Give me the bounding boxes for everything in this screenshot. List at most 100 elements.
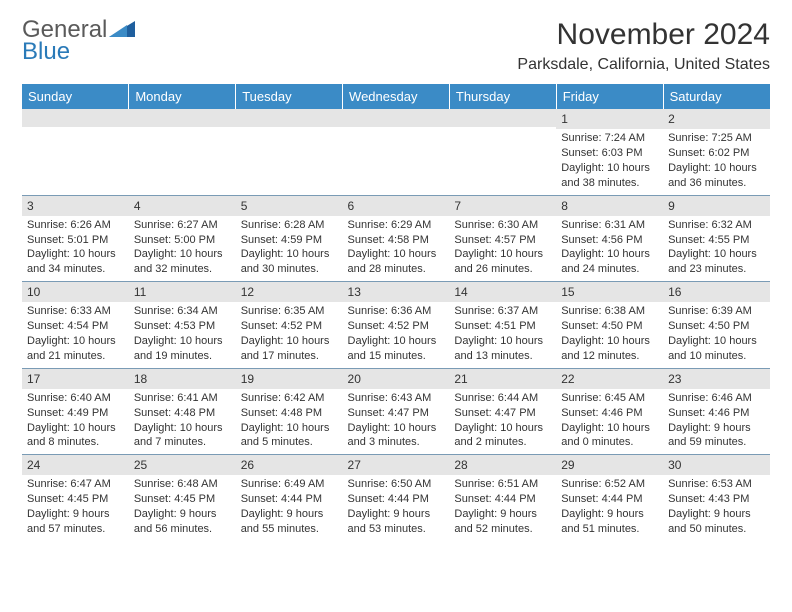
day-details: Sunrise: 6:47 AMSunset: 4:45 PMDaylight:…	[22, 475, 129, 540]
sunrise-text: Sunrise: 7:24 AM	[561, 131, 658, 146]
day-number: 27	[343, 455, 450, 475]
calendar-cell: 25Sunrise: 6:48 AMSunset: 4:45 PMDayligh…	[129, 455, 236, 541]
day-header: Thursday	[449, 84, 556, 109]
calendar-row: 17Sunrise: 6:40 AMSunset: 4:49 PMDayligh…	[22, 368, 770, 455]
calendar-cell: 30Sunrise: 6:53 AMSunset: 4:43 PMDayligh…	[663, 455, 770, 541]
sunset-text: Sunset: 4:45 PM	[134, 492, 231, 507]
day-details: Sunrise: 6:45 AMSunset: 4:46 PMDaylight:…	[556, 389, 663, 454]
day-number: 8	[556, 196, 663, 216]
daylight-text: Daylight: 9 hours and 56 minutes.	[134, 507, 231, 537]
sunrise-text: Sunrise: 6:46 AM	[668, 391, 765, 406]
calendar-cell: 22Sunrise: 6:45 AMSunset: 4:46 PMDayligh…	[556, 368, 663, 455]
calendar-cell: 1Sunrise: 7:24 AMSunset: 6:03 PMDaylight…	[556, 109, 663, 195]
day-number	[22, 109, 129, 127]
day-details: Sunrise: 7:24 AMSunset: 6:03 PMDaylight:…	[556, 129, 663, 194]
day-number: 4	[129, 196, 236, 216]
sunset-text: Sunset: 4:46 PM	[561, 406, 658, 421]
sunrise-text: Sunrise: 6:29 AM	[348, 218, 445, 233]
calendar-cell: 9Sunrise: 6:32 AMSunset: 4:55 PMDaylight…	[663, 195, 770, 282]
calendar-cell: 4Sunrise: 6:27 AMSunset: 5:00 PMDaylight…	[129, 195, 236, 282]
day-number	[236, 109, 343, 127]
daylight-text: Daylight: 10 hours and 2 minutes.	[454, 421, 551, 451]
day-number: 25	[129, 455, 236, 475]
calendar-cell: 16Sunrise: 6:39 AMSunset: 4:50 PMDayligh…	[663, 282, 770, 369]
calendar-cell: 27Sunrise: 6:50 AMSunset: 4:44 PMDayligh…	[343, 455, 450, 541]
day-number: 30	[663, 455, 770, 475]
daylight-text: Daylight: 9 hours and 50 minutes.	[668, 507, 765, 537]
logo-word2: Blue	[22, 40, 135, 64]
day-number: 21	[449, 369, 556, 389]
calendar-row: 24Sunrise: 6:47 AMSunset: 4:45 PMDayligh…	[22, 455, 770, 541]
sunrise-text: Sunrise: 6:50 AM	[348, 477, 445, 492]
sunset-text: Sunset: 4:48 PM	[241, 406, 338, 421]
sunrise-text: Sunrise: 6:52 AM	[561, 477, 658, 492]
day-details: Sunrise: 6:32 AMSunset: 4:55 PMDaylight:…	[663, 216, 770, 281]
daylight-text: Daylight: 10 hours and 7 minutes.	[134, 421, 231, 451]
day-number: 18	[129, 369, 236, 389]
day-header: Monday	[129, 84, 236, 109]
daylight-text: Daylight: 10 hours and 32 minutes.	[134, 247, 231, 277]
daylight-text: Daylight: 10 hours and 21 minutes.	[27, 334, 124, 364]
day-details: Sunrise: 6:34 AMSunset: 4:53 PMDaylight:…	[129, 302, 236, 367]
sunrise-text: Sunrise: 6:39 AM	[668, 304, 765, 319]
day-number	[129, 109, 236, 127]
day-details: Sunrise: 6:42 AMSunset: 4:48 PMDaylight:…	[236, 389, 343, 454]
day-details: Sunrise: 6:31 AMSunset: 4:56 PMDaylight:…	[556, 216, 663, 281]
day-number: 17	[22, 369, 129, 389]
day-header: Friday	[556, 84, 663, 109]
logo-triangle-icon	[109, 21, 135, 37]
daylight-text: Daylight: 10 hours and 30 minutes.	[241, 247, 338, 277]
day-number: 23	[663, 369, 770, 389]
daylight-text: Daylight: 10 hours and 8 minutes.	[27, 421, 124, 451]
sunrise-text: Sunrise: 6:37 AM	[454, 304, 551, 319]
calendar-cell: 14Sunrise: 6:37 AMSunset: 4:51 PMDayligh…	[449, 282, 556, 369]
sunset-text: Sunset: 4:50 PM	[668, 319, 765, 334]
day-number: 3	[22, 196, 129, 216]
day-details: Sunrise: 6:39 AMSunset: 4:50 PMDaylight:…	[663, 302, 770, 367]
daylight-text: Daylight: 10 hours and 38 minutes.	[561, 161, 658, 191]
daylight-text: Daylight: 9 hours and 52 minutes.	[454, 507, 551, 537]
sunset-text: Sunset: 6:02 PM	[668, 146, 765, 161]
sunset-text: Sunset: 4:49 PM	[27, 406, 124, 421]
daylight-text: Daylight: 10 hours and 10 minutes.	[668, 334, 765, 364]
sunrise-text: Sunrise: 7:25 AM	[668, 131, 765, 146]
day-details: Sunrise: 6:44 AMSunset: 4:47 PMDaylight:…	[449, 389, 556, 454]
day-number: 16	[663, 282, 770, 302]
sunrise-text: Sunrise: 6:43 AM	[348, 391, 445, 406]
calendar-cell: 29Sunrise: 6:52 AMSunset: 4:44 PMDayligh…	[556, 455, 663, 541]
sunrise-text: Sunrise: 6:53 AM	[668, 477, 765, 492]
day-header-row: Sunday Monday Tuesday Wednesday Thursday…	[22, 84, 770, 109]
sunrise-text: Sunrise: 6:45 AM	[561, 391, 658, 406]
month-title: November 2024	[517, 18, 770, 52]
day-number: 10	[22, 282, 129, 302]
sunrise-text: Sunrise: 6:28 AM	[241, 218, 338, 233]
day-number: 6	[343, 196, 450, 216]
day-details: Sunrise: 6:26 AMSunset: 5:01 PMDaylight:…	[22, 216, 129, 281]
day-details: Sunrise: 6:46 AMSunset: 4:46 PMDaylight:…	[663, 389, 770, 454]
day-details: Sunrise: 6:27 AMSunset: 5:00 PMDaylight:…	[129, 216, 236, 281]
calendar-cell: 10Sunrise: 6:33 AMSunset: 4:54 PMDayligh…	[22, 282, 129, 369]
daylight-text: Daylight: 10 hours and 34 minutes.	[27, 247, 124, 277]
page-header: General Blue November 2024 Parksdale, Ca…	[22, 18, 770, 74]
calendar-table: Sunday Monday Tuesday Wednesday Thursday…	[22, 84, 770, 541]
daylight-text: Daylight: 9 hours and 53 minutes.	[348, 507, 445, 537]
day-number: 13	[343, 282, 450, 302]
daylight-text: Daylight: 10 hours and 12 minutes.	[561, 334, 658, 364]
logo: General Blue	[22, 18, 135, 64]
sunrise-text: Sunrise: 6:47 AM	[27, 477, 124, 492]
day-details: Sunrise: 6:29 AMSunset: 4:58 PMDaylight:…	[343, 216, 450, 281]
sunset-text: Sunset: 4:58 PM	[348, 233, 445, 248]
day-details: Sunrise: 6:52 AMSunset: 4:44 PMDaylight:…	[556, 475, 663, 540]
sunset-text: Sunset: 4:48 PM	[134, 406, 231, 421]
daylight-text: Daylight: 10 hours and 0 minutes.	[561, 421, 658, 451]
day-details: Sunrise: 6:28 AMSunset: 4:59 PMDaylight:…	[236, 216, 343, 281]
calendar-cell: 12Sunrise: 6:35 AMSunset: 4:52 PMDayligh…	[236, 282, 343, 369]
calendar-cell: 19Sunrise: 6:42 AMSunset: 4:48 PMDayligh…	[236, 368, 343, 455]
daylight-text: Daylight: 10 hours and 24 minutes.	[561, 247, 658, 277]
calendar-cell: 13Sunrise: 6:36 AMSunset: 4:52 PMDayligh…	[343, 282, 450, 369]
sunrise-text: Sunrise: 6:40 AM	[27, 391, 124, 406]
sunset-text: Sunset: 4:44 PM	[561, 492, 658, 507]
sunset-text: Sunset: 4:46 PM	[668, 406, 765, 421]
sunset-text: Sunset: 5:01 PM	[27, 233, 124, 248]
daylight-text: Daylight: 10 hours and 23 minutes.	[668, 247, 765, 277]
